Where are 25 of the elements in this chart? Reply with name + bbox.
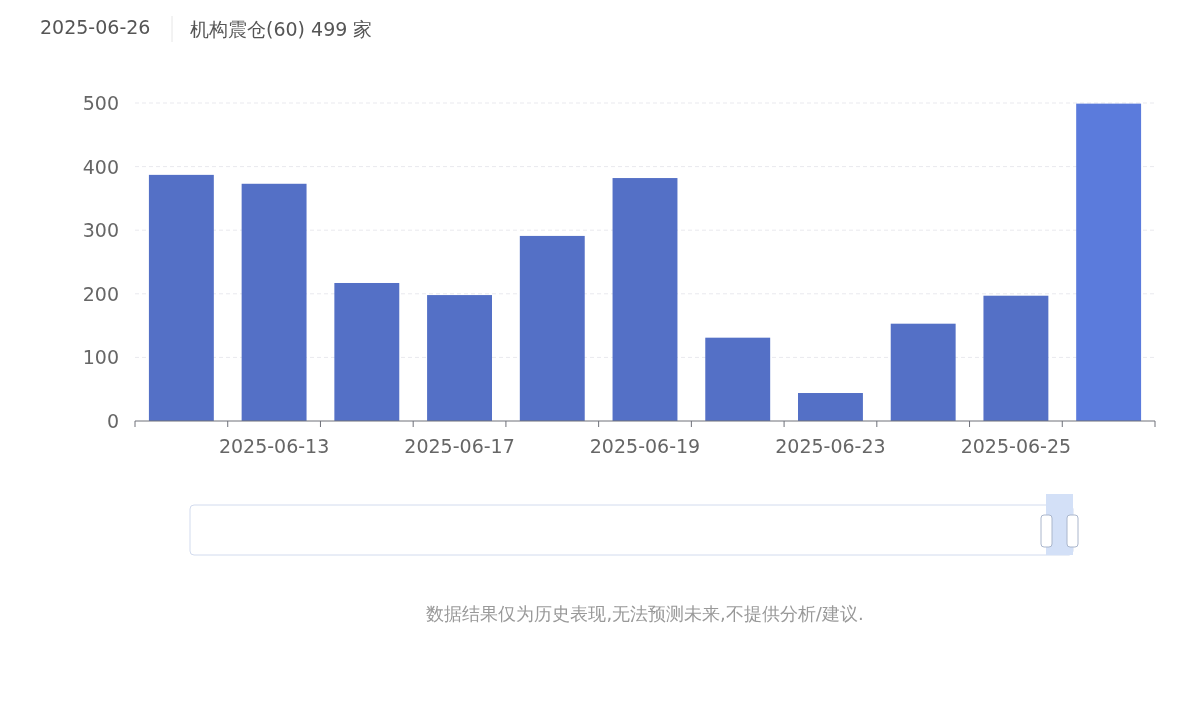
bar	[427, 295, 492, 421]
y-tick-label: 500	[82, 92, 119, 114]
bar	[983, 295, 1049, 421]
bar	[241, 183, 307, 421]
y-tick-label: 300	[82, 219, 119, 242]
bar	[612, 178, 678, 421]
x-tick-label: 2025-06-23	[775, 435, 886, 457]
x-tick-label: 2025-06-19	[589, 435, 701, 457]
bar	[798, 393, 863, 421]
bar	[890, 323, 956, 421]
y-tick-label: 0	[106, 410, 119, 432]
bar	[148, 174, 214, 421]
bar	[705, 337, 771, 421]
chart-subtitle: 机构震仓(60) 499 家	[190, 18, 373, 40]
y-tick-label: 400	[82, 155, 119, 178]
y-tick-label: 100	[82, 346, 119, 369]
bar	[1076, 103, 1142, 421]
x-tick-label: 2025-06-17	[404, 435, 515, 457]
bar	[334, 282, 400, 421]
text: 数据结果仅为历史表现,无法预测未来,不提供分析/建议.	[426, 603, 864, 624]
x-tick-label: 2025-06-25	[960, 435, 1072, 457]
y-tick-label: 200	[82, 282, 119, 305]
bar	[519, 235, 585, 421]
chart-title: 2025-06-26	[40, 16, 151, 38]
x-tick-label: 2025-06-13	[218, 435, 330, 457]
